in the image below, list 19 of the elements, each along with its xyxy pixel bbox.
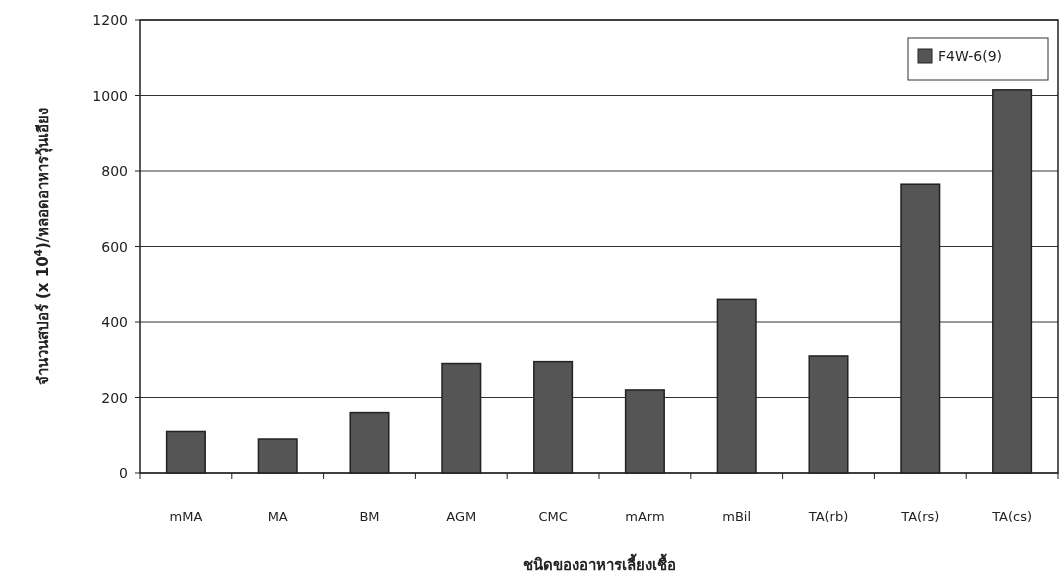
y-tick-label: 800	[101, 163, 128, 179]
y-tick-label: 1000	[92, 87, 128, 104]
y-tick-label: 200	[101, 389, 128, 406]
x-tick-label: TA(cs)	[991, 509, 1033, 524]
x-tick-label: mMA	[169, 509, 203, 524]
x-axis-title: ชนิดของอาหารเลี้ยงเชื้อ	[522, 553, 676, 574]
y-tick-label: 400	[101, 314, 128, 330]
x-tick-label: BM	[359, 509, 380, 524]
x-tick-label: mBil	[722, 509, 752, 524]
y-tick-label: 0	[119, 465, 128, 481]
x-tick-label: mArm	[625, 509, 665, 524]
x-tick-label: TA(rs)	[900, 509, 940, 524]
x-tick-label: CMC	[538, 509, 568, 524]
x-tick-label: MA	[267, 509, 288, 524]
y-tick-label: 1200	[92, 12, 128, 28]
x-tick-label: AGM	[446, 509, 477, 524]
legend-label: F4W-6(9)	[938, 48, 1003, 64]
x-tick-label: TA(rb)	[807, 509, 849, 524]
y-tick-label: 600	[101, 238, 128, 255]
